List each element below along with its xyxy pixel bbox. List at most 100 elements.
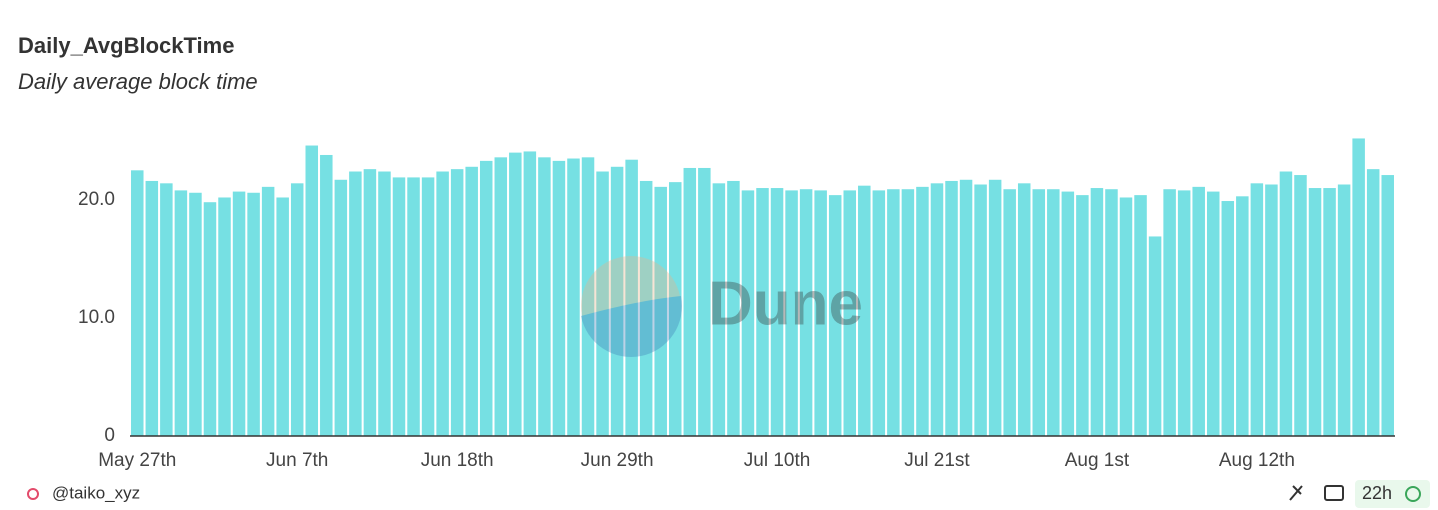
bar (625, 159, 638, 436)
x-tick-label: Jun 18th (421, 450, 494, 471)
bar (814, 190, 827, 436)
bar (145, 180, 159, 436)
bar (901, 189, 915, 436)
bar (712, 183, 726, 436)
bar (189, 192, 202, 436)
y-tick-label: 0 (104, 425, 115, 446)
bar (770, 188, 784, 436)
bar (887, 189, 900, 436)
user-icon (27, 488, 39, 500)
bar (1381, 175, 1394, 437)
bar (320, 154, 333, 436)
bar (1047, 189, 1060, 436)
bar (581, 157, 595, 437)
x-tick-label: Jun 7th (266, 450, 328, 471)
bar (1352, 138, 1365, 436)
bar (1265, 184, 1278, 436)
bar (1134, 195, 1147, 436)
bar (1337, 184, 1351, 436)
bar (290, 183, 304, 436)
user-name[interactable]: @taiko_xyz (52, 483, 140, 502)
bar (1279, 171, 1293, 436)
bar (945, 180, 958, 436)
watermark-text: Dune (708, 269, 863, 338)
bar (1148, 236, 1162, 436)
check-icon (1405, 486, 1421, 502)
y-tick-label: 10.0 (78, 307, 115, 328)
bar (567, 158, 580, 436)
bar (916, 186, 929, 436)
bar (1003, 189, 1016, 436)
bar (1221, 201, 1235, 436)
bar (392, 177, 406, 436)
bar (305, 145, 319, 436)
footer-user[interactable]: @taiko_xyz (27, 483, 140, 502)
bar (494, 157, 508, 437)
bar (1105, 189, 1118, 436)
bar (552, 160, 566, 436)
chart-subtitle: Daily average block time (18, 69, 258, 94)
bar (596, 171, 609, 436)
bar (1163, 189, 1176, 436)
bar (334, 179, 348, 436)
bar (828, 195, 842, 436)
bar (988, 179, 1002, 436)
bar (421, 177, 435, 436)
bar (378, 171, 391, 436)
y-tick-label: 20.0 (78, 189, 115, 210)
bar (799, 189, 813, 436)
bar (727, 180, 740, 436)
x-tick-label: Jul 21st (904, 450, 970, 471)
bar (872, 190, 886, 436)
bar (218, 197, 231, 436)
watermark-logo-part (581, 296, 682, 357)
bar (959, 179, 973, 436)
bar (639, 180, 653, 436)
bar (843, 190, 856, 436)
bar (1061, 191, 1075, 436)
bar (698, 167, 711, 436)
x-tick-label: Aug 12th (1219, 450, 1295, 471)
bar (1017, 183, 1031, 436)
age-text: 22h (1362, 483, 1392, 503)
bar (669, 182, 682, 436)
bar (1250, 183, 1264, 436)
x-tick-label: Jul 10th (744, 450, 811, 471)
bar (1323, 188, 1336, 436)
bar (1308, 188, 1322, 436)
bar (160, 183, 173, 436)
bar (363, 169, 377, 436)
bar (131, 170, 144, 437)
bar (654, 186, 667, 436)
bar (1206, 191, 1220, 436)
bar (974, 184, 987, 436)
bar (756, 188, 769, 436)
bar (930, 183, 944, 436)
bar (1076, 195, 1089, 436)
bar (261, 186, 275, 436)
bar (538, 157, 551, 437)
bar (232, 191, 246, 436)
screenshot-icon[interactable] (1324, 485, 1344, 501)
bar (247, 192, 260, 436)
bar (683, 167, 697, 436)
bar (523, 151, 537, 436)
x-tick-label: May 27th (98, 450, 176, 471)
bar (1236, 196, 1249, 436)
bar (509, 152, 522, 436)
bar (741, 190, 755, 436)
bar (1119, 197, 1133, 436)
bar (1177, 190, 1191, 436)
bar (479, 160, 493, 436)
share-icon[interactable] (1289, 485, 1303, 501)
bar (1090, 188, 1104, 436)
bar (174, 190, 188, 436)
bar (1366, 169, 1380, 436)
chart-title: Daily_AvgBlockTime (18, 33, 234, 58)
bar (450, 169, 464, 436)
x-tick-label: Jun 29th (581, 450, 654, 471)
bar (785, 190, 798, 436)
bar (349, 171, 362, 436)
bar (436, 171, 449, 436)
